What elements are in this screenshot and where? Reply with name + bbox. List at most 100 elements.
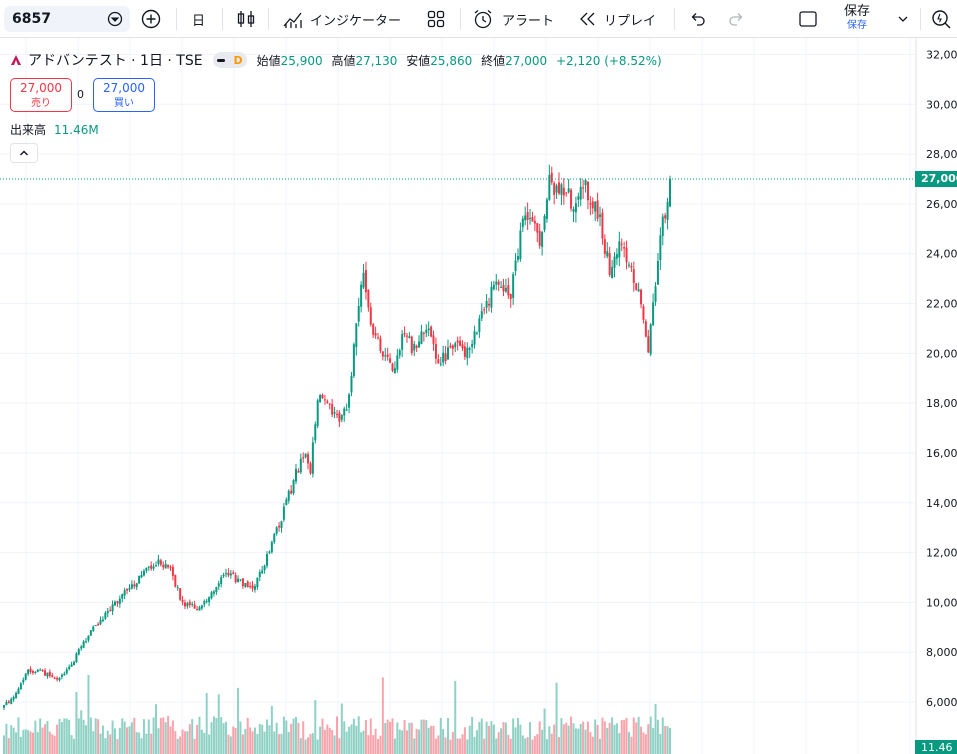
redo-button[interactable] xyxy=(726,0,746,38)
fullscreen-button[interactable] xyxy=(797,0,819,38)
candle-body xyxy=(193,604,196,609)
volume-legend: 出来高 11.46M xyxy=(10,121,99,138)
indicators-button[interactable]: インジケーター xyxy=(282,0,401,38)
volume-label[interactable]: 出来高 xyxy=(10,123,47,137)
volume-bar xyxy=(381,677,384,754)
volume-bar xyxy=(562,724,565,754)
volume-bar xyxy=(630,736,633,754)
undo-icon xyxy=(691,13,705,26)
volume-bar xyxy=(565,722,568,754)
candle-body xyxy=(92,626,95,631)
volume-bar xyxy=(280,733,283,754)
candle-body xyxy=(483,309,486,311)
save-button[interactable]: 保存 保存 xyxy=(844,0,870,38)
high-label: 高値 xyxy=(331,53,356,68)
volume-bar xyxy=(227,734,230,754)
chart-type-button[interactable] xyxy=(236,0,256,38)
candle-body xyxy=(492,284,495,290)
candle-body xyxy=(459,340,462,346)
volume-bar xyxy=(425,720,428,754)
volume-bar xyxy=(41,727,44,754)
candle-body xyxy=(521,218,524,228)
candle-body xyxy=(191,603,194,605)
volume-bar xyxy=(434,738,437,754)
volume-bar xyxy=(311,733,314,754)
candle-body xyxy=(357,306,360,322)
volume-bar xyxy=(263,731,266,754)
candle-body xyxy=(263,565,266,571)
collapse-legend-button[interactable] xyxy=(10,143,38,163)
candle-body xyxy=(56,677,59,680)
interval-button[interactable]: 日 xyxy=(192,0,205,38)
candle-body xyxy=(101,619,104,622)
candle-body xyxy=(275,527,278,534)
candle-body xyxy=(237,578,240,583)
candle-body xyxy=(319,394,322,403)
interval-label: 日 xyxy=(192,13,206,29)
volume-bar xyxy=(427,727,430,754)
replay-button[interactable]: リプレイ xyxy=(578,0,656,38)
candle-body xyxy=(632,269,635,283)
candle-body xyxy=(637,289,640,292)
volume-bar xyxy=(232,726,235,754)
layouts-button[interactable] xyxy=(426,0,446,38)
open-value: 25,900 xyxy=(280,53,323,68)
high-value: 27,130 xyxy=(355,53,398,68)
volume-bar xyxy=(533,736,536,754)
candle-body xyxy=(316,400,319,426)
symbol-search[interactable]: 6857 xyxy=(4,6,130,32)
save-dropdown-button[interactable] xyxy=(896,0,910,38)
buy-button[interactable]: 27,000 買い xyxy=(93,78,155,112)
candle-body xyxy=(31,671,34,673)
volume-bar xyxy=(338,738,341,754)
candle-body xyxy=(480,311,483,319)
volume-bar xyxy=(336,716,338,754)
open-label: 始値 xyxy=(256,53,281,68)
symbol-compare-icon[interactable] xyxy=(106,11,124,31)
volume-bar xyxy=(7,738,10,754)
volume-bar xyxy=(68,719,71,754)
price-tick-label: 6,000 xyxy=(926,696,957,709)
volume-bar xyxy=(483,738,486,754)
undo-button[interactable] xyxy=(688,0,708,38)
candle-body xyxy=(562,187,565,196)
candle-body xyxy=(635,283,638,290)
toolbar-divider xyxy=(460,8,461,30)
volume-bar xyxy=(521,735,524,754)
candle-body xyxy=(422,333,425,335)
candle-body xyxy=(116,601,119,604)
candle-body xyxy=(118,598,121,604)
volume-bar xyxy=(647,724,650,754)
volume-bar xyxy=(352,718,355,754)
candle-body xyxy=(210,592,213,599)
ohlc-values: 始値25,900 高値27,130 安値25,860 終値27,000 +2,1… xyxy=(257,52,667,69)
candle-body xyxy=(196,609,199,611)
sell-button[interactable]: 27,000 売り xyxy=(10,78,72,112)
candle-body xyxy=(12,696,15,700)
volume-bar xyxy=(393,738,396,754)
price-tick-label: 18,000 xyxy=(926,397,957,410)
volume-bar xyxy=(116,739,119,754)
volume-bar xyxy=(408,722,411,754)
candle-body xyxy=(41,670,44,672)
volume-bar xyxy=(504,722,507,754)
chart-pane[interactable]: 32,000 30,000 28,000 26,000 24,000 22,000 20,0… xyxy=(0,38,957,754)
volume-bar xyxy=(29,731,32,754)
alert-button[interactable]: アラート xyxy=(472,0,554,38)
volume-bar xyxy=(357,716,360,754)
symbol-title[interactable]: アドバンテスト · 1日 · TSE xyxy=(28,53,203,69)
volume-bar xyxy=(89,717,92,754)
market-status-badge[interactable]: D xyxy=(212,52,247,68)
candle-body xyxy=(145,567,148,571)
volume-bar xyxy=(239,721,242,754)
candle-body xyxy=(174,574,177,587)
candle-body xyxy=(121,594,124,599)
add-symbol-button[interactable] xyxy=(140,0,162,38)
quick-search-button[interactable] xyxy=(930,0,952,38)
volume-bar xyxy=(270,705,273,754)
price-chart[interactable]: 32,000 30,000 28,000 26,000 24,000 22,000 20,0… xyxy=(0,38,957,754)
volume-bar xyxy=(526,737,529,754)
volume-bar xyxy=(15,732,18,754)
candle-body xyxy=(311,442,314,474)
candle-body xyxy=(579,186,582,200)
